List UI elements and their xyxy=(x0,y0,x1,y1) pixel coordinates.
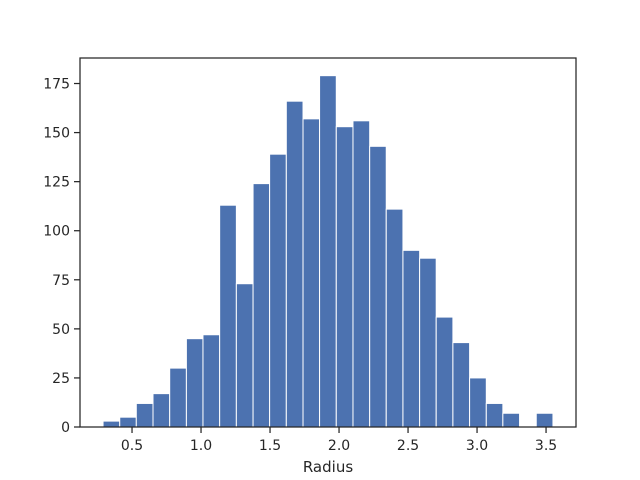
bar xyxy=(469,377,487,428)
bar xyxy=(235,283,254,428)
bar xyxy=(502,412,521,428)
bar xyxy=(369,145,387,428)
bar xyxy=(269,153,287,428)
x-tick-label: 2.5 xyxy=(397,438,419,454)
bar xyxy=(485,402,504,428)
x-tick-label: 2.0 xyxy=(328,438,350,454)
y-tick-label: 150 xyxy=(43,126,70,142)
bar xyxy=(102,420,121,428)
x-tick-label: 0.5 xyxy=(121,438,143,454)
x-tick-label: 1.0 xyxy=(190,438,212,454)
bar xyxy=(352,120,371,428)
bar xyxy=(169,367,187,428)
bar xyxy=(285,100,304,428)
bar xyxy=(402,249,421,428)
y-tick-label: 50 xyxy=(52,322,70,338)
bar xyxy=(119,416,137,428)
bar xyxy=(152,393,171,428)
y-tick-label: 75 xyxy=(52,273,70,289)
bar xyxy=(319,75,337,428)
bar xyxy=(452,342,471,428)
y-tick-label: 0 xyxy=(61,420,70,436)
y-tick-label: 125 xyxy=(43,175,70,191)
bar xyxy=(385,208,404,428)
bar xyxy=(535,412,554,428)
bar xyxy=(202,334,221,428)
bar xyxy=(219,204,237,428)
bar xyxy=(185,338,204,428)
x-axis-label: Radius xyxy=(303,458,353,476)
bar xyxy=(419,257,437,428)
y-tick-label: 175 xyxy=(43,77,70,93)
x-tick-label: 1.5 xyxy=(259,438,281,454)
bar xyxy=(435,316,454,428)
bar xyxy=(302,118,321,428)
bar xyxy=(335,126,354,428)
x-tick-label: 3.0 xyxy=(466,438,488,454)
x-tick-label: 3.5 xyxy=(535,438,557,454)
bar xyxy=(135,402,154,428)
y-tick-label: 25 xyxy=(52,371,70,387)
y-tick-label: 100 xyxy=(43,224,70,240)
bar xyxy=(252,183,271,428)
plot-frame xyxy=(79,57,577,428)
